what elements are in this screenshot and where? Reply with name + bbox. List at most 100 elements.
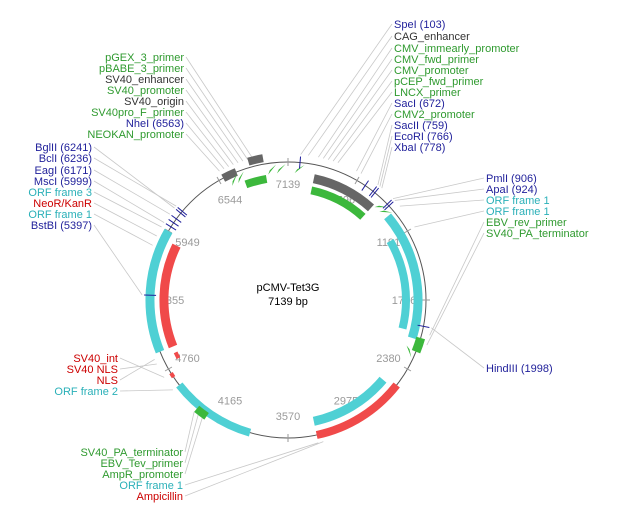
label-enzyme: SacII (759) — [394, 120, 448, 132]
label-leader — [379, 135, 393, 187]
label-resistance: Ampicillin — [137, 491, 183, 503]
sv40-origin-arc — [221, 168, 238, 182]
tick-mark — [403, 366, 412, 372]
label-orf: ORF frame 1 — [119, 480, 183, 492]
label-leader — [185, 78, 244, 162]
label-leader — [332, 80, 393, 162]
label-primer: NEOKAN_promoter — [87, 129, 184, 141]
primer-arrow — [294, 165, 305, 174]
tick-label: 3570 — [276, 411, 300, 423]
label-leader — [184, 417, 203, 475]
label-enzyme: EcoRI (766) — [394, 131, 453, 143]
restriction-site-mark — [382, 199, 392, 209]
label-leader — [414, 210, 485, 228]
tick-mark — [164, 366, 173, 372]
tick-label: 4165 — [218, 395, 242, 407]
sv40-int-arc — [169, 372, 176, 379]
restriction-site-mark — [368, 186, 378, 197]
label-leader — [119, 357, 165, 378]
primer-arrow — [379, 210, 393, 213]
label-leader — [185, 89, 239, 164]
orf-frame-1-amp-arc — [312, 376, 387, 426]
label-primer: AmpR_promoter — [102, 469, 183, 481]
label-orf: ORF frame 1 — [486, 195, 550, 207]
label-leader — [184, 441, 324, 497]
label-enzyme: XbaI (778) — [394, 142, 445, 154]
label-enzyme: SpeI (103) — [394, 19, 445, 31]
label-leader — [93, 213, 153, 246]
label-leader — [185, 133, 220, 172]
label-leader — [93, 180, 165, 223]
annotation-labels: SpeI (103)CAG_enhancerCMV_immearly_promo… — [28, 19, 588, 503]
label-feature: SV40_enhancer — [105, 74, 184, 86]
plasmid-name: pCMV-Tet3G — [257, 282, 320, 294]
label-enzyme: EagI (6171) — [35, 165, 92, 177]
label-enzyme: BstBI (5397) — [31, 220, 92, 232]
label-leader-lines — [93, 23, 485, 497]
label-enzyme: NheI (6563) — [126, 118, 184, 130]
restriction-site-mark — [299, 156, 302, 169]
label-leader — [307, 35, 393, 156]
label-primer: pBABE_3_primer — [99, 63, 184, 75]
primer-arrow — [232, 173, 238, 186]
label-primer: pGEX_3_primer — [105, 52, 184, 64]
label-primer: CMV2_promoter — [394, 109, 475, 121]
label-leader — [318, 47, 393, 158]
primer-arrow — [406, 345, 412, 358]
label-leader — [360, 113, 393, 174]
cmv-promoter-arc — [310, 186, 366, 220]
label-primer: CMV_immearly_promoter — [394, 43, 520, 55]
label-leader — [394, 188, 485, 201]
tick-label: 5949 — [175, 237, 199, 249]
ampicillin-arc — [315, 382, 400, 439]
label-leader — [381, 146, 393, 189]
label-orf: ORF frame 2 — [54, 386, 118, 398]
label-leader — [185, 56, 254, 159]
label-leader — [327, 69, 393, 160]
tick-label: 4760 — [175, 353, 199, 365]
label-feature: CAG_enhancer — [394, 31, 470, 43]
label-orf: ORF frame 1 — [28, 209, 92, 221]
primer-arrow — [268, 164, 277, 175]
label-leader — [184, 442, 319, 486]
restriction-site-mark — [165, 223, 177, 231]
label-primer: CMV_fwd_primer — [394, 54, 479, 66]
label-feature: SV40_origin — [124, 96, 184, 108]
label-leader — [119, 389, 173, 392]
label-leader — [93, 191, 162, 228]
label-enzyme: HindIII (1998) — [486, 363, 553, 375]
ampr-promoter-arc — [194, 405, 209, 420]
restriction-site-mark — [417, 324, 430, 328]
label-enzyme: BclI (6236) — [39, 153, 92, 165]
sv40-nls-arc — [173, 351, 181, 360]
label-resistance: SV40 NLS — [67, 364, 118, 376]
label-leader — [185, 100, 234, 165]
label-leader — [431, 327, 485, 369]
label-enzyme: PmlI (906) — [486, 173, 537, 185]
label-primer: EBV_rev_primer — [486, 217, 567, 229]
label-leader — [429, 221, 485, 336]
label-enzyme: ApaI (924) — [486, 184, 537, 196]
restriction-site-mark — [175, 208, 186, 218]
primer-arrow — [238, 171, 244, 184]
sv40-enhancer-arc — [247, 154, 264, 166]
primer-arrow — [276, 164, 286, 174]
label-leader — [185, 111, 229, 167]
label-resistance: NLS — [97, 375, 118, 387]
restriction-site-mark — [168, 219, 179, 227]
label-leader — [185, 67, 249, 160]
label-leader — [119, 363, 157, 370]
label-primer: SV40_PA_terminator — [486, 228, 589, 240]
label-primer: CMV_promoter — [394, 65, 469, 77]
label-primer: EBV_Tev_primer — [100, 458, 183, 470]
label-resistance: SV40_int — [73, 353, 118, 365]
plasmid-size: 7139 bp — [268, 296, 308, 308]
tick-label: 7139 — [276, 179, 300, 191]
sv40-pa-terminator-arc — [411, 336, 426, 354]
label-leader — [322, 58, 393, 159]
label-enzyme: SacI (672) — [394, 98, 445, 110]
tick-label: 6544 — [218, 195, 242, 207]
label-leader — [377, 124, 393, 186]
cag-enhancer-arc — [312, 174, 375, 212]
label-enzyme: MscI (5999) — [34, 176, 92, 188]
